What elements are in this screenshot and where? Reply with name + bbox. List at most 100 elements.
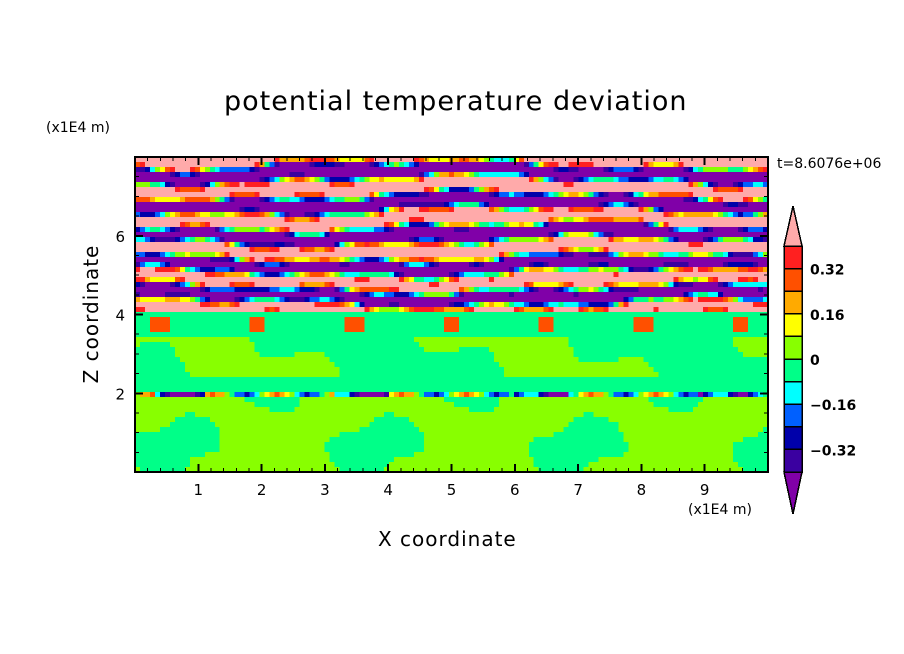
contour-cell	[259, 302, 266, 308]
contour-cell	[523, 277, 530, 283]
contour-cell	[743, 337, 749, 343]
contour-cell	[234, 167, 241, 173]
contour-cell	[683, 267, 689, 273]
contour-cell	[533, 252, 540, 258]
contour-cell	[728, 252, 734, 258]
contour-cell	[738, 202, 744, 208]
contour-cell	[688, 252, 694, 258]
contour-cell	[733, 297, 739, 303]
contour-cell	[638, 242, 644, 248]
contour-cell	[748, 182, 754, 188]
contour-cell	[304, 177, 311, 183]
contour-cell	[264, 162, 271, 168]
contour-cell	[144, 212, 151, 218]
contour-cell	[409, 162, 415, 168]
contour-cell	[578, 172, 585, 178]
contour-cell	[533, 297, 540, 303]
contour-cell	[738, 207, 744, 213]
contour-cell	[588, 262, 595, 268]
contour-cell	[359, 207, 365, 213]
contour-cell	[718, 232, 724, 238]
contour-cell	[424, 252, 430, 258]
contour-cell	[618, 172, 625, 178]
contour-cell	[319, 337, 325, 343]
contour-cell	[429, 237, 435, 243]
contour-cell	[593, 172, 600, 178]
contour-cell	[434, 207, 440, 213]
contour-cell	[159, 162, 166, 168]
contour-cell	[648, 197, 654, 203]
contour-cell	[668, 212, 674, 218]
contour-cell	[424, 337, 430, 343]
contour-cell	[214, 162, 221, 168]
contour-cell	[453, 242, 460, 248]
contour-cell	[703, 182, 709, 188]
contour-cell	[429, 292, 435, 298]
contour-cell	[424, 192, 430, 198]
contour-cell	[214, 267, 221, 273]
contour-cell	[668, 272, 674, 278]
contour-cell	[329, 237, 335, 243]
contour-cell	[319, 302, 325, 308]
contour-cell	[174, 252, 181, 258]
contour-cell	[463, 287, 470, 293]
contour-cell	[603, 187, 610, 193]
contour-cell	[329, 217, 335, 223]
contour-cell	[753, 312, 759, 318]
contour-cell	[568, 297, 575, 303]
contour-cell	[528, 162, 535, 168]
contour-cell	[219, 332, 226, 338]
contour-cell	[473, 167, 480, 173]
contour-cell	[498, 322, 505, 328]
contour-cell	[189, 227, 196, 233]
contour-cell	[329, 247, 335, 253]
contour-cell	[713, 292, 719, 298]
contour-cell	[608, 312, 615, 318]
contour-cell	[369, 347, 375, 353]
contour-cell	[309, 202, 316, 208]
contour-cell	[458, 277, 465, 283]
contour-cell	[439, 312, 445, 318]
contour-cell	[533, 272, 540, 278]
contour-cell	[349, 282, 355, 288]
contour-cell	[239, 312, 246, 318]
contour-cell	[503, 187, 510, 193]
contour-cell	[743, 242, 749, 248]
contour-cell	[463, 252, 470, 258]
contour-cell	[738, 317, 744, 323]
contour-cell	[204, 327, 211, 333]
contour-cell	[693, 332, 699, 338]
contour-cell	[623, 327, 630, 333]
contour-cell	[688, 302, 694, 308]
contour-cell	[713, 277, 719, 283]
contour-cell	[638, 262, 644, 268]
contour-cell	[683, 317, 689, 323]
contour-cell	[523, 272, 530, 278]
contour-cell	[149, 237, 156, 243]
contour-cell	[369, 322, 375, 328]
contour-cell	[239, 257, 246, 263]
contour-cell	[224, 172, 231, 178]
contour-cell	[568, 292, 575, 298]
contour-cell	[558, 337, 565, 343]
contour-cell	[668, 347, 674, 353]
contour-cell	[409, 172, 415, 178]
contour-cell	[588, 252, 595, 258]
contour-cell	[598, 282, 605, 288]
contour-cell	[439, 307, 445, 313]
contour-cell	[389, 312, 395, 318]
contour-cell	[678, 277, 684, 283]
contour-cell	[728, 272, 734, 278]
contour-cell	[658, 297, 664, 303]
chart-title: potential temperature deviation	[224, 86, 688, 117]
contour-cell	[334, 247, 340, 253]
contour-cell	[708, 317, 714, 323]
contour-cell	[713, 207, 719, 213]
contour-cell	[763, 227, 769, 233]
contour-cell	[743, 342, 749, 348]
contour-cell	[244, 347, 251, 353]
contour-cell	[249, 322, 256, 328]
contour-cell	[488, 287, 495, 293]
contour-cell	[264, 247, 271, 253]
contour-cell	[259, 192, 266, 198]
